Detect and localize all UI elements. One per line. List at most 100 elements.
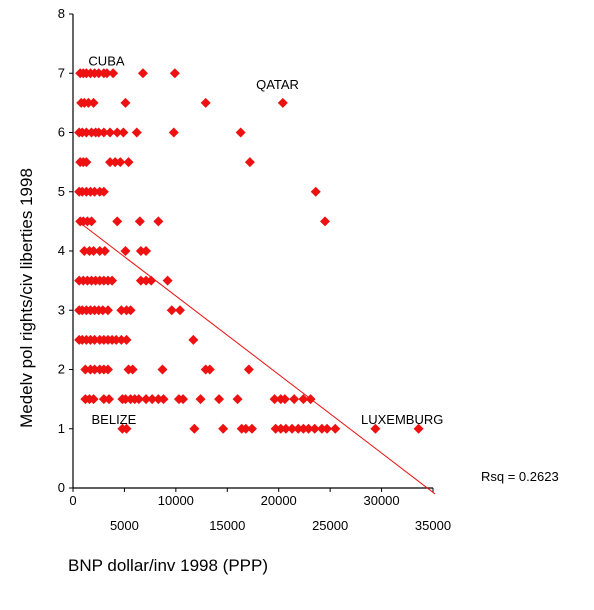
x-tick-label: 25000 — [312, 518, 348, 533]
data-point — [108, 68, 119, 79]
data-point — [81, 157, 92, 168]
data-point — [121, 423, 132, 434]
data-point — [320, 216, 330, 227]
point-annotation: QATAR — [256, 77, 299, 92]
data-point — [189, 423, 200, 434]
data-point — [162, 275, 173, 286]
data-point — [141, 394, 152, 405]
data-point — [200, 97, 211, 108]
y-tick-label: 3 — [58, 302, 65, 317]
data-point — [244, 157, 255, 168]
data-point — [135, 246, 146, 256]
data-point — [120, 97, 131, 108]
point-annotation: LUXEMBURG — [361, 412, 443, 427]
data-point — [305, 394, 316, 405]
data-point — [298, 394, 309, 405]
data-point — [120, 246, 131, 256]
data-point — [89, 186, 100, 197]
x-tick-label: 10000 — [158, 493, 194, 508]
y-tick-label: 1 — [58, 421, 65, 436]
data-point — [188, 334, 199, 345]
x-tick-label: 0 — [69, 493, 76, 508]
data-point — [110, 157, 121, 168]
y-axis-title: Medelv pol rights/civ liberties 1998 — [17, 168, 36, 428]
data-point — [322, 423, 333, 434]
data-point — [153, 216, 164, 227]
data-point — [111, 334, 122, 345]
x-tick-label: 35000 — [415, 518, 451, 533]
data-point — [86, 216, 97, 227]
x-tick-label: 30000 — [363, 493, 399, 508]
data-point — [270, 423, 281, 434]
data-point — [88, 97, 99, 108]
y-tick-label: 2 — [58, 362, 65, 377]
data-point — [289, 394, 300, 405]
data-point — [147, 394, 158, 405]
point-annotation: CUBA — [88, 53, 124, 68]
data-point — [88, 394, 99, 405]
data-point — [287, 423, 298, 434]
data-point — [153, 394, 164, 405]
data-point — [232, 394, 243, 405]
data-point — [133, 394, 144, 405]
data-point — [303, 423, 314, 434]
data-point — [204, 364, 215, 375]
data-point — [105, 157, 116, 168]
data-point — [120, 394, 131, 405]
data-point — [101, 68, 112, 79]
data-point — [112, 216, 123, 227]
data-point — [275, 423, 286, 434]
data-point — [166, 305, 177, 316]
data-point — [123, 157, 134, 168]
y-ticks: 0 1 2 3 4 5 6 7 8 — [58, 6, 73, 495]
data-point — [178, 394, 189, 405]
x-tick-label: 5000 — [110, 518, 139, 533]
data-point — [93, 68, 104, 79]
data-point — [310, 186, 321, 197]
data-point — [102, 364, 113, 375]
data-point — [104, 394, 114, 405]
data-point — [97, 305, 108, 316]
data-point — [81, 127, 92, 138]
data-points — [74, 68, 424, 434]
data-point — [116, 305, 127, 316]
data-point — [280, 423, 291, 434]
regression-line — [77, 220, 436, 495]
data-point — [98, 186, 109, 197]
data-point — [141, 246, 152, 256]
data-point — [116, 334, 127, 345]
y-tick-label: 7 — [58, 65, 65, 80]
data-point — [107, 275, 118, 286]
annotations: CUBA QATAR BELIZE LUXEMBURG — [88, 53, 443, 426]
y-tick-label: 5 — [58, 184, 65, 199]
y-tick-label: 6 — [58, 125, 65, 140]
data-point — [316, 423, 327, 434]
data-point — [168, 127, 179, 138]
data-point — [298, 423, 309, 434]
data-point — [214, 394, 225, 405]
data-point — [125, 305, 136, 316]
data-point — [131, 127, 142, 138]
data-point — [240, 423, 251, 434]
data-point — [309, 423, 320, 434]
data-point — [121, 334, 132, 345]
data-point — [158, 394, 169, 405]
data-point — [83, 97, 94, 108]
data-point — [94, 246, 105, 256]
data-point — [105, 127, 116, 138]
data-point — [370, 423, 381, 434]
data-point — [134, 216, 145, 227]
data-point — [279, 394, 290, 405]
data-point — [137, 68, 148, 79]
data-point — [195, 394, 206, 405]
data-point — [79, 246, 90, 256]
data-point — [80, 364, 91, 375]
data-point — [115, 157, 126, 168]
y-tick-label: 0 — [58, 480, 65, 495]
data-point — [146, 275, 157, 286]
data-point — [135, 275, 146, 286]
data-point — [246, 423, 257, 434]
data-point — [277, 97, 288, 108]
data-point — [330, 423, 341, 434]
